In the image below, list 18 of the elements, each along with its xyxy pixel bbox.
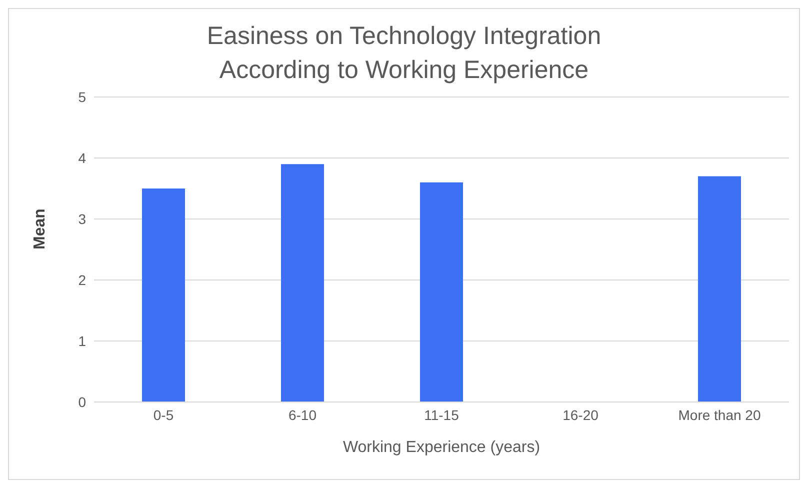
bar (142, 188, 185, 402)
y-tick-label: 4 (78, 150, 86, 166)
x-tick-label: 0-5 (153, 406, 174, 423)
x-tick-label: 16-20 (562, 406, 599, 423)
bar (420, 182, 463, 402)
bar (698, 176, 741, 402)
x-tick-label: 6-10 (288, 406, 317, 423)
x-tick-label: 11-15 (424, 406, 460, 423)
x-axis-title: Working Experience (years) (342, 439, 540, 456)
bar (281, 164, 324, 402)
y-tick-label: 0 (78, 394, 86, 410)
x-tick-label: More than 20 (678, 406, 761, 423)
y-tick-label: 3 (78, 210, 86, 227)
y-tick-label: 5 (78, 88, 86, 105)
y-tick-label: 2 (78, 272, 86, 288)
y-tick-label: 1 (78, 332, 86, 349)
chart-title: Easiness on Technology Integration According to Working Experience (206, 21, 602, 86)
y-axis-title: Mean (32, 208, 49, 250)
